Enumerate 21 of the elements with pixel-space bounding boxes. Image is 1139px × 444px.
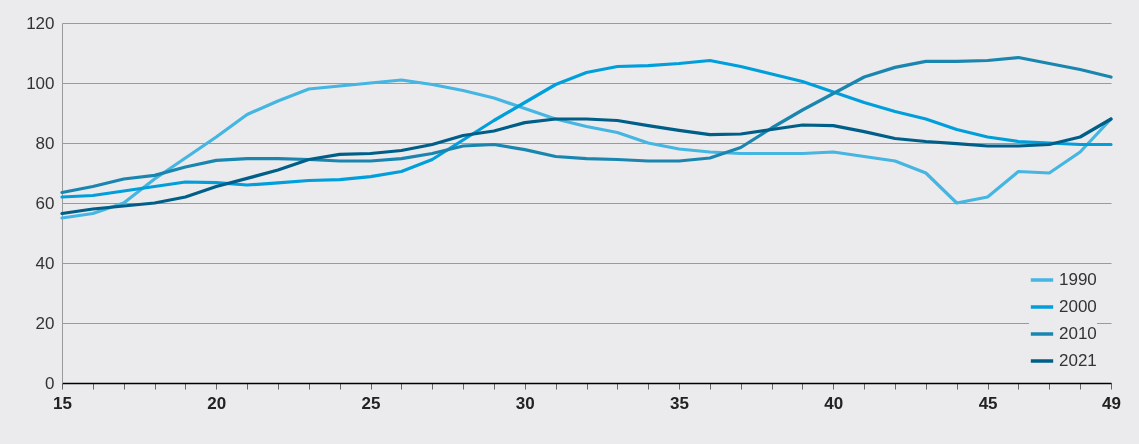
x-tick-label: 30 [515, 393, 535, 413]
x-tick-label: 25 [361, 393, 381, 413]
y-tick-label: 40 [35, 253, 55, 273]
legend-label: 2021 [1059, 351, 1097, 370]
x-tick-label: 20 [207, 393, 227, 413]
y-tick-label: 20 [35, 313, 55, 333]
y-tick-label: 120 [26, 13, 55, 33]
legend-label: 2010 [1059, 324, 1097, 343]
x-tick-label: 15 [53, 393, 72, 413]
y-tick-label: 100 [26, 73, 55, 93]
y-tick-label: 80 [35, 133, 55, 153]
line-series [60, 78, 1113, 220]
x-tick-label: 45 [978, 393, 998, 413]
x-tick-label: 35 [670, 393, 690, 413]
x-tick-label: 49 [1102, 393, 1121, 413]
line-series [60, 117, 1113, 216]
legend-label: 2000 [1059, 297, 1097, 316]
x-tick-label: 40 [824, 393, 844, 413]
legend-label: 1990 [1059, 270, 1097, 289]
y-tick-label: 60 [35, 193, 55, 213]
y-tick-label: 0 [45, 373, 55, 393]
